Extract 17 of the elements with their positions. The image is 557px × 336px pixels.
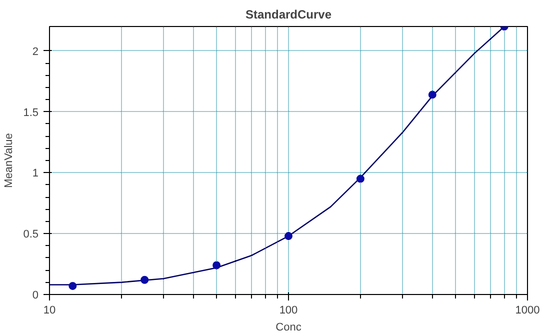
y-axis-title: MeanValue xyxy=(3,133,16,188)
point xyxy=(356,174,364,183)
x-tick-label: 100 xyxy=(279,304,298,316)
point xyxy=(212,261,221,270)
y-tick-label: 2 xyxy=(32,46,39,58)
point xyxy=(68,282,77,290)
x-tick-label: 10 xyxy=(43,304,56,316)
x-axis-title: Conc xyxy=(276,322,302,334)
point xyxy=(428,90,436,99)
y-tick-label: 1 xyxy=(32,168,39,180)
point xyxy=(284,232,292,240)
chart-title: StandardCurve xyxy=(245,8,332,22)
x-tick-label: 1000 xyxy=(515,304,540,316)
y-tick-label: 0 xyxy=(32,290,39,302)
y-tick-label: 0.5 xyxy=(23,228,39,241)
y-tick-label: 1.5 xyxy=(23,106,39,119)
point xyxy=(140,276,149,284)
